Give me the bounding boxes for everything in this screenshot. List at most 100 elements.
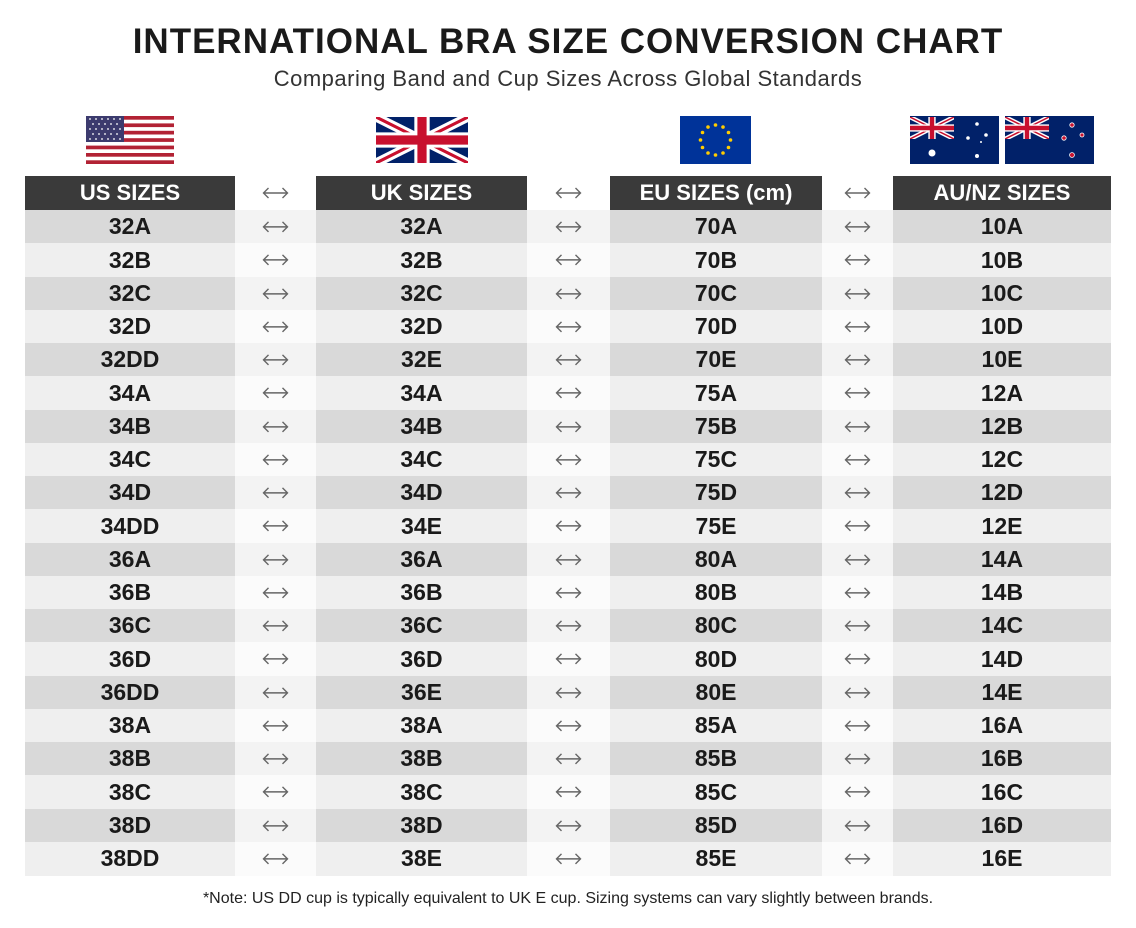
arrow bbox=[822, 575, 893, 610]
size-cell: 38DD bbox=[25, 841, 235, 876]
size-cell: 16E bbox=[893, 841, 1111, 876]
arrow-shape bbox=[844, 221, 871, 233]
size-cell: 14A bbox=[893, 542, 1111, 577]
arrow-shape bbox=[262, 321, 289, 333]
arrow-shape bbox=[262, 287, 289, 299]
arrow bbox=[527, 708, 610, 743]
size-cell: 34D bbox=[316, 476, 527, 510]
column-header: UK SIZES bbox=[316, 176, 527, 210]
arrow bbox=[527, 841, 610, 876]
arrow bbox=[235, 575, 316, 610]
arrow-shape bbox=[555, 720, 582, 732]
size-cell: 36C bbox=[25, 609, 235, 643]
arrow bbox=[235, 409, 316, 444]
note: *Note: US DD cup is typically equivalent… bbox=[202, 890, 934, 907]
arrow bbox=[527, 609, 610, 643]
arrow-shape bbox=[555, 254, 582, 266]
arrow bbox=[527, 343, 610, 377]
arrow bbox=[822, 808, 893, 843]
arrow-shape bbox=[262, 487, 289, 499]
size-cell: 75B bbox=[610, 409, 822, 444]
arrow bbox=[235, 309, 316, 344]
arrow bbox=[235, 808, 316, 843]
arrow-shape bbox=[844, 853, 871, 865]
arrow-shape bbox=[844, 587, 871, 599]
arrow-shape bbox=[844, 819, 871, 831]
arrow bbox=[235, 642, 316, 676]
size-cell: 16A bbox=[893, 708, 1111, 743]
arrow-shape bbox=[262, 221, 289, 233]
size-cell: 34E bbox=[316, 509, 527, 543]
size-cell: 80C bbox=[610, 609, 822, 643]
arrow-shape bbox=[844, 254, 871, 266]
eu-star bbox=[721, 151, 725, 155]
arrow bbox=[527, 542, 610, 577]
size-cell: 34A bbox=[25, 376, 235, 410]
size-cell: 12A bbox=[893, 376, 1111, 410]
size-cell: 70B bbox=[610, 243, 822, 277]
size-cell: 38A bbox=[25, 708, 235, 743]
size-cell: 32DD bbox=[25, 343, 235, 377]
size-cell: 38B bbox=[25, 742, 235, 776]
subtitle: Comparing Band and Cup Sizes Across Glob… bbox=[273, 66, 863, 91]
eu-star bbox=[706, 151, 710, 155]
arrow bbox=[527, 509, 610, 543]
arrow-shape bbox=[555, 221, 582, 233]
size-cell: 36C bbox=[316, 609, 527, 643]
size-cell: 70C bbox=[610, 276, 822, 311]
size-cell: 36DD bbox=[25, 675, 235, 710]
arrow-shape bbox=[844, 720, 871, 732]
size-cell: 16D bbox=[893, 808, 1111, 843]
arrow bbox=[527, 775, 610, 809]
arrow bbox=[527, 243, 610, 277]
arrow bbox=[235, 343, 316, 377]
size-cell: 34C bbox=[316, 442, 527, 477]
arrow-shape bbox=[555, 819, 582, 831]
size-cell: 80D bbox=[610, 642, 822, 676]
arrow-shape bbox=[555, 786, 582, 798]
eu-star bbox=[726, 130, 731, 135]
arrow-shape bbox=[555, 354, 582, 366]
size-cell: 32D bbox=[316, 309, 527, 344]
arrow-shape bbox=[844, 321, 871, 333]
size-cell: 12B bbox=[893, 409, 1111, 444]
arrow bbox=[822, 708, 893, 743]
size-cell: 36D bbox=[316, 642, 527, 676]
arrow bbox=[235, 243, 316, 277]
uk-flag bbox=[376, 116, 468, 164]
size-cell: 85D bbox=[610, 808, 822, 843]
arrow bbox=[527, 742, 610, 776]
arrow bbox=[527, 309, 610, 344]
arrow bbox=[527, 642, 610, 676]
size-cell: 38C bbox=[316, 775, 527, 809]
arrow bbox=[822, 841, 893, 876]
size-cell: 85B bbox=[610, 742, 822, 776]
arrow bbox=[822, 775, 893, 809]
arrow-shape bbox=[555, 853, 582, 865]
arrow-shape bbox=[844, 487, 871, 499]
size-cell: 75A bbox=[610, 376, 822, 410]
size-cell: 80A bbox=[610, 542, 822, 577]
size-cell: 34C bbox=[25, 442, 235, 477]
size-cell: 38C bbox=[25, 775, 235, 809]
size-cell: 38E bbox=[316, 841, 527, 876]
size-cell: 75E bbox=[610, 509, 822, 543]
arrow bbox=[527, 675, 610, 710]
size-cell: 10B bbox=[893, 243, 1111, 277]
arrow bbox=[235, 708, 316, 743]
size-cell: 34B bbox=[316, 409, 527, 444]
arrow-shape bbox=[844, 653, 871, 665]
size-cell: 10C bbox=[893, 276, 1111, 311]
arrow-shape bbox=[844, 620, 871, 632]
arrow-shape bbox=[262, 653, 289, 665]
arrow-shape bbox=[844, 753, 871, 765]
arrow bbox=[822, 442, 893, 477]
size-cell: 36A bbox=[316, 542, 527, 577]
arrow bbox=[235, 442, 316, 477]
eu-star bbox=[713, 153, 718, 157]
size-cell: 10A bbox=[893, 210, 1111, 244]
arrow-shape bbox=[555, 287, 582, 299]
arrow bbox=[235, 609, 316, 643]
arrow bbox=[235, 775, 316, 809]
arrow-shape bbox=[844, 387, 871, 399]
